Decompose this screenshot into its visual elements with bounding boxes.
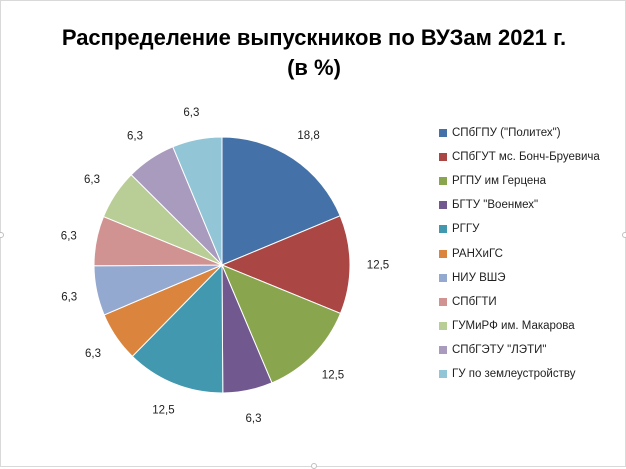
pie-slice-0 (221, 136, 341, 266)
data-label-3: 6,3 (246, 413, 262, 425)
legend-label-4: РГГУ (452, 223, 480, 236)
legend-swatch-1 (439, 153, 447, 162)
legend-label-9: СПбГЭТУ "ЛЭТИ" (452, 343, 547, 356)
chart-title: Распределение выпускников по ВУЗам 2021 … (1, 23, 626, 83)
chart-subtitle: (в %) (287, 55, 341, 80)
legend-item-0: СПбГПУ ("Политех") (439, 121, 625, 145)
legend-swatch-2 (439, 177, 447, 186)
data-label-6: 6,3 (61, 292, 77, 304)
legend-swatch-6 (439, 273, 447, 282)
pie-slice-10 (172, 136, 223, 266)
legend-item-7: СПбГТИ (439, 290, 625, 314)
data-label-0: 18,8 (297, 130, 319, 142)
pie-slices (93, 136, 351, 394)
legend-item-10: ГУ по землеустройству (439, 362, 625, 386)
chart-title-text: Распределение выпускников по ВУЗам 2021 … (61, 25, 567, 50)
legend-item-5: РАНХиГС (439, 241, 625, 265)
legend-item-4: РГГУ (439, 217, 625, 241)
pie-slice-4 (131, 263, 224, 394)
legend-label-5: РАНХиГС (452, 247, 503, 260)
legend-label-2: РГПУ им Герцена (452, 175, 547, 188)
resize-handle-right[interactable] (622, 232, 626, 238)
legend-swatch-0 (439, 129, 447, 138)
legend-label-10: ГУ по землеустройству (452, 367, 576, 380)
legend-item-8: ГУМиРФ им. Макарова (439, 314, 625, 338)
data-label-9: 6,3 (127, 131, 143, 143)
legend-label-7: СПбГТИ (452, 295, 497, 308)
resize-handle-bottom[interactable] (311, 463, 317, 469)
legend-swatch-8 (439, 321, 447, 330)
data-label-5: 6,3 (85, 348, 101, 360)
legend-item-9: СПбГЭТУ "ЛЭТИ" (439, 338, 625, 362)
legend-swatch-3 (439, 201, 447, 210)
legend-swatch-10 (439, 369, 447, 378)
pie-slice-1 (220, 215, 351, 315)
pie-slice-2 (221, 264, 342, 384)
data-label-8: 6,3 (84, 174, 100, 186)
legend-item-3: БГТУ "Военмех" (439, 193, 625, 217)
legend-label-0: СПбГПУ ("Политех") (452, 127, 561, 140)
legend-swatch-4 (439, 225, 447, 234)
legend-swatch-5 (439, 249, 447, 258)
legend: СПбГПУ ("Политех") СПбГУТ мс. Бонч-Бруеви… (439, 121, 625, 386)
legend-item-2: РГПУ им Герцена (439, 169, 625, 193)
pie-data-labels: 18,8 12,5 12,5 6,3 12,5 6,3 6,3 6,3 6,3 6,3 6,3 (61, 107, 389, 425)
data-label-10: 6,3 (183, 107, 199, 119)
resize-handle-left[interactable] (0, 232, 4, 238)
legend-item-6: НИУ ВШЭ (439, 266, 625, 290)
data-label-4: 12,5 (152, 405, 174, 417)
legend-label-8: ГУМиРФ им. Макарова (452, 319, 575, 332)
legend-label-3: БГТУ "Военмех" (452, 199, 539, 212)
data-label-7: 6,3 (61, 230, 77, 242)
data-label-2: 12,5 (322, 370, 344, 382)
legend-label-6: НИУ ВШЭ (452, 271, 506, 284)
legend-label-1: СПбГУТ мс. Бонч-Бруевича (452, 151, 600, 164)
legend-item-1: СПбГУТ мс. Бонч-Бруевича (439, 145, 625, 169)
legend-swatch-7 (439, 297, 447, 306)
legend-swatch-9 (439, 345, 447, 354)
data-label-1: 12,5 (367, 260, 389, 272)
